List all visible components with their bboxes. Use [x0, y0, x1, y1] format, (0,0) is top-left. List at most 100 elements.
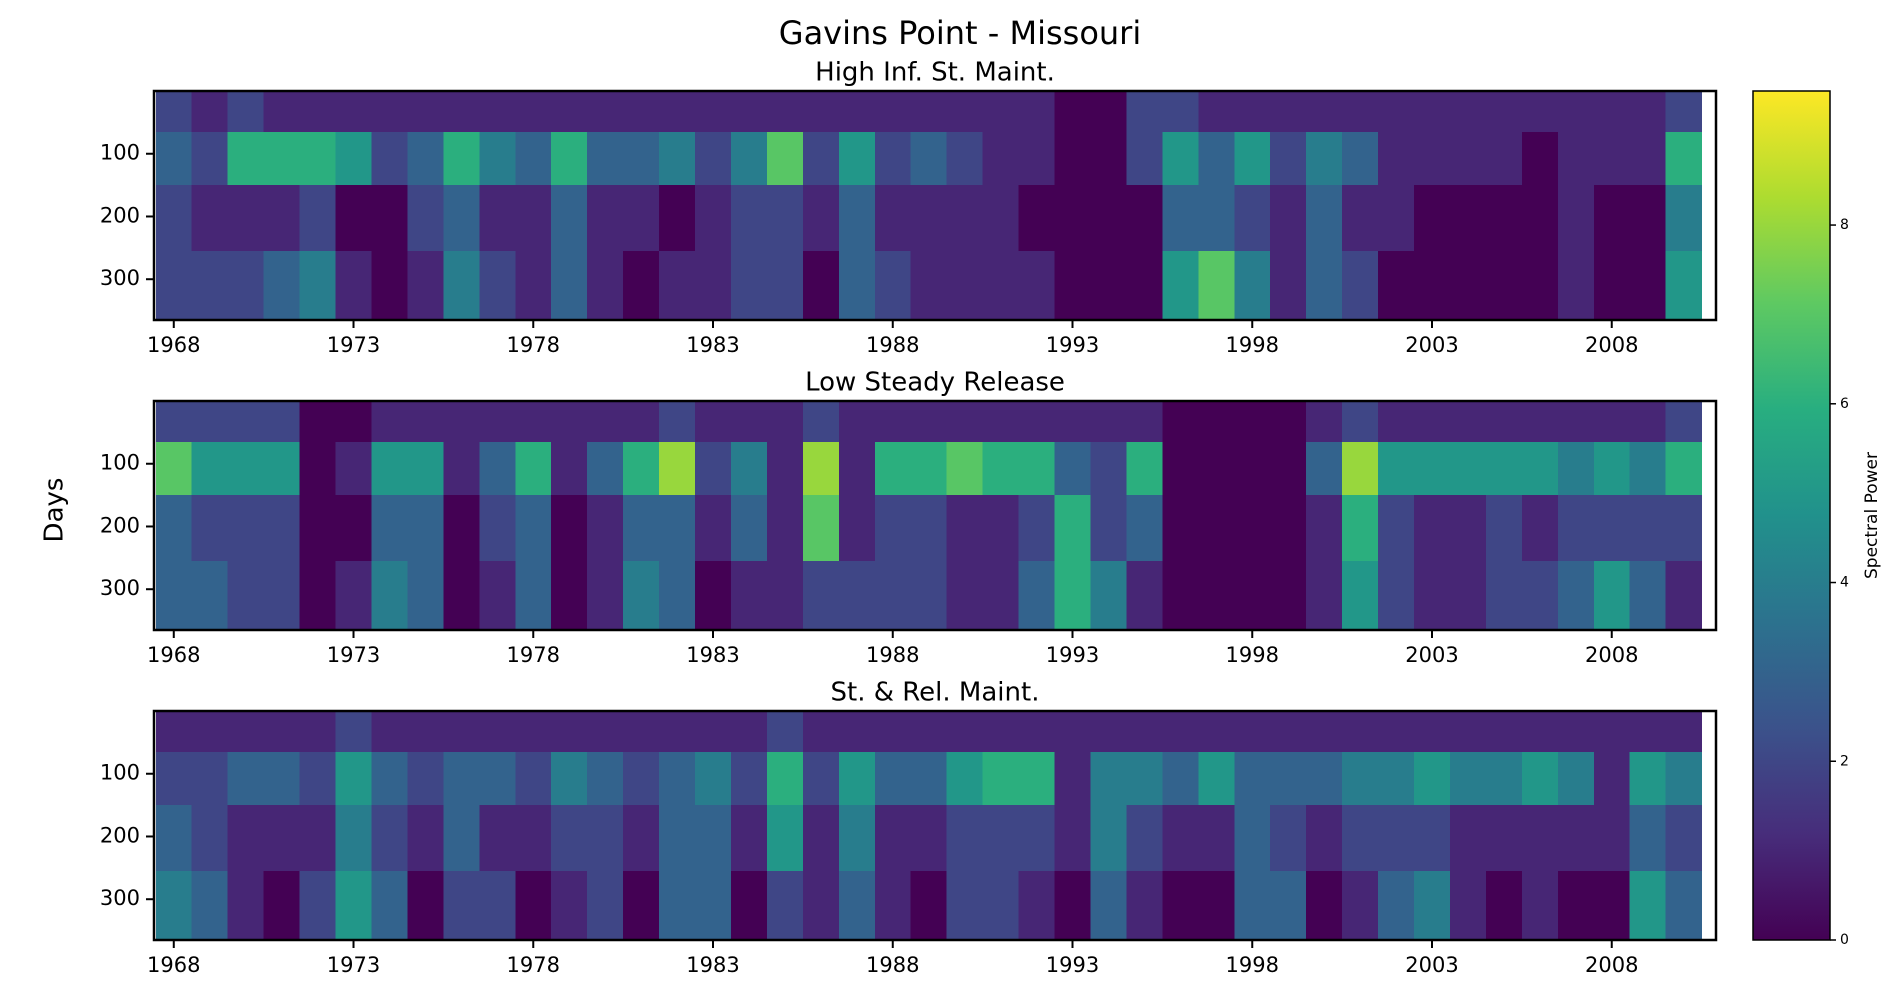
heatmap-cell	[1557, 495, 1595, 562]
heatmap-cell	[659, 131, 696, 186]
heatmap-cell	[982, 250, 1020, 321]
heatmap-cell	[1414, 495, 1451, 562]
heatmap-cell	[1414, 441, 1451, 496]
heatmap-cell	[515, 441, 552, 496]
heatmap-cell	[299, 870, 337, 941]
heatmap-cell	[1090, 185, 1128, 252]
heatmap-cell	[1521, 711, 1559, 753]
heatmap-cell	[1054, 751, 1092, 806]
heatmap-cell	[874, 250, 912, 321]
heatmap-cell	[191, 401, 229, 443]
heatmap-cell	[1485, 441, 1523, 496]
heatmap-cell	[299, 131, 337, 186]
heatmap-cell	[838, 751, 876, 806]
heatmap-cell	[910, 870, 948, 941]
heatmap-cell	[263, 91, 301, 133]
x-tick-label: 1978	[507, 333, 560, 357]
heatmap-cell	[1485, 805, 1523, 872]
heatmap-cell	[1090, 560, 1128, 631]
heatmap-cell	[1018, 711, 1056, 753]
heatmap-cell	[1342, 250, 1379, 321]
heatmap-cell	[335, 91, 373, 133]
heatmap-cell	[802, 751, 840, 806]
heatmap-cell	[1198, 131, 1235, 186]
heatmap-cell	[1557, 91, 1595, 133]
heatmap-cell	[263, 805, 301, 872]
x-tick-label: 1998	[1226, 333, 1279, 357]
heatmap-cell	[1449, 441, 1487, 496]
heatmap-cell	[982, 751, 1020, 806]
heatmap-cell	[1018, 441, 1056, 496]
heatmap-cell	[371, 131, 409, 186]
heatmap-cell	[946, 441, 984, 496]
heatmap-cell	[838, 91, 876, 133]
heatmap-cell	[515, 495, 552, 562]
heatmap-cell	[551, 495, 588, 562]
heatmap-cell	[551, 91, 588, 133]
heatmap-cell	[766, 441, 804, 496]
heatmap-cell	[443, 91, 480, 133]
heatmap-cell	[623, 250, 660, 321]
heatmap-cell	[1018, 131, 1056, 186]
heatmap-cell	[1485, 870, 1523, 941]
heatmap-cell	[551, 870, 588, 941]
heatmap-cell	[623, 185, 660, 252]
heatmap-cell	[479, 91, 516, 133]
heatmap-cell	[1090, 870, 1128, 941]
heatmap-cell	[371, 751, 409, 806]
heatmap-cell	[730, 805, 768, 872]
heatmap-cell	[659, 711, 696, 753]
heatmap-cell	[1018, 250, 1056, 321]
plot-frame	[152, 709, 1718, 942]
heatmap-cell	[1593, 495, 1631, 562]
heatmap-cell	[1665, 805, 1703, 872]
heatmap-cell	[1378, 751, 1415, 806]
heatmap-cell	[1378, 560, 1415, 631]
heatmap-cell	[1126, 91, 1163, 133]
heatmap-cell	[407, 401, 444, 443]
heatmap-cell	[1414, 250, 1451, 321]
heatmap-cell	[1090, 441, 1128, 496]
heatmap-cell	[695, 401, 732, 443]
panel-title: St. & Rel. Maint.	[831, 678, 1040, 708]
heatmap-cell	[1342, 711, 1379, 753]
heatmap-cell	[1342, 185, 1379, 252]
heatmap-cell	[587, 751, 624, 806]
heatmap-cell	[910, 711, 948, 753]
x-tick-label: 1983	[686, 333, 739, 357]
heatmap-cell	[659, 250, 696, 321]
heatmap-cell	[982, 805, 1020, 872]
heatmap-cell	[838, 560, 876, 631]
heatmap-cell	[1629, 870, 1667, 941]
heatmap-cell	[1629, 495, 1667, 562]
heatmap-cell	[1306, 711, 1343, 753]
heatmap-cell	[946, 751, 984, 806]
heatmap-cell	[730, 131, 768, 186]
heatmap-cell	[1126, 870, 1163, 941]
heatmap-cell	[551, 250, 588, 321]
heatmap-cell	[1665, 711, 1703, 753]
heatmap-cell	[191, 711, 229, 753]
heatmap-cell	[407, 711, 444, 753]
heatmap-cell	[1449, 805, 1487, 872]
heatmap-cell	[838, 250, 876, 321]
heatmap-cell	[1162, 185, 1199, 252]
heatmap-cell	[587, 560, 624, 631]
heatmap-cell	[766, 495, 804, 562]
heatmap-cell	[982, 185, 1020, 252]
heatmap-cell	[1521, 401, 1559, 443]
heatmap-cell	[1198, 711, 1235, 753]
heatmap-cell	[227, 560, 265, 631]
heatmap	[155, 711, 1703, 941]
heatmap-cell	[1629, 560, 1667, 631]
heatmap-cell	[874, 401, 912, 443]
colorbar-tick-label: 0	[1840, 932, 1849, 948]
heatmap-cell	[551, 805, 588, 872]
heatmap-cell	[766, 560, 804, 631]
heatmap-cell	[1593, 185, 1631, 252]
heatmap-cell	[766, 185, 804, 252]
heatmap-cell	[479, 560, 516, 631]
heatmap-cell	[695, 805, 732, 872]
heatmap-cell	[587, 185, 624, 252]
heatmap-cell	[1485, 560, 1523, 631]
